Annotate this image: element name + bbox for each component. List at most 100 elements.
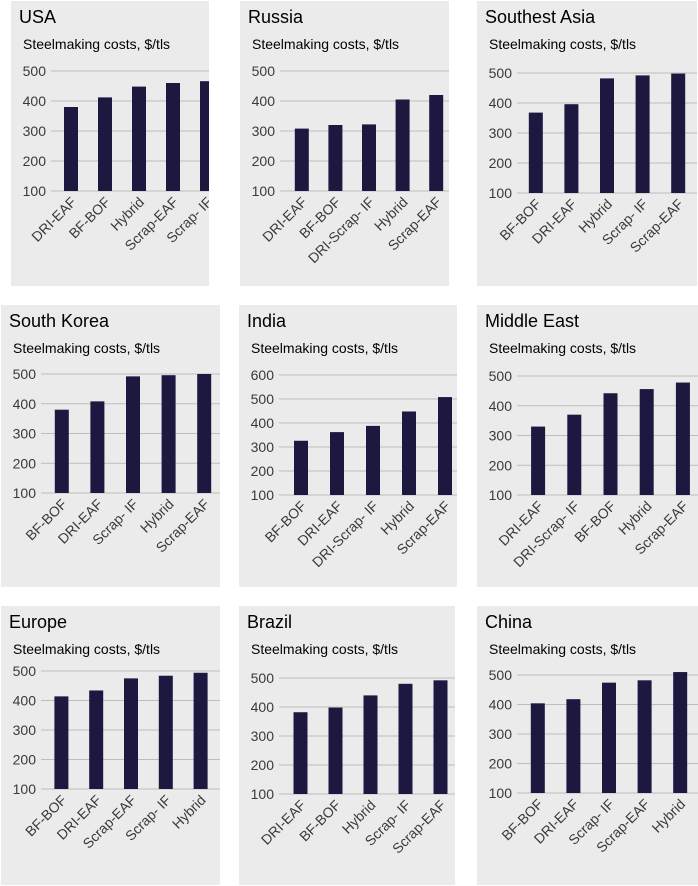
y-tick-label: 200 [489,155,513,171]
y-tick-label: 400 [489,95,513,111]
y-tick-label: 400 [251,699,275,715]
chart-panel-china: China Steelmaking costs, $/tls 100 200 300… [477,606,698,885]
bar [530,703,545,793]
chart-panel-brazil: Brazil Steelmaking costs, $/tls 100 200 30… [239,606,455,885]
bar [294,128,309,191]
y-tick-label: 500 [252,63,276,79]
y-tick-label: 200 [13,455,37,471]
y-tick-label: 400 [251,415,275,431]
y-tick-label: 400 [23,93,47,109]
bar [673,672,688,793]
bar [132,86,146,191]
y-tick-label: 300 [489,428,513,444]
bar [64,107,78,191]
chart-subtitle: Steelmaking costs, $/tls [251,641,399,657]
bar [328,125,343,191]
bar [90,401,105,493]
y-tick-label: 300 [489,125,513,141]
y-tick-label: 200 [13,752,37,768]
y-tick-label: 400 [13,693,37,709]
bar [675,382,690,495]
y-tick-label: 300 [489,726,513,742]
y-tick-label: 100 [489,487,513,503]
bar [126,376,140,493]
bar [600,78,614,193]
y-tick-label: 500 [489,368,513,384]
chart-subtitle: Steelmaking costs, $/tls [251,340,399,356]
bar [54,409,69,493]
y-tick-label: 300 [13,722,37,738]
y-tick-label: 200 [23,153,47,169]
bar [671,73,686,193]
y-tick-label: 400 [252,93,276,109]
bar-chart: 100200300400500DRI-EAFBF-BOFHybridScrap-… [251,670,455,857]
chart-panel-middle-east: Middle East Steelmaking costs, $/tls 100… [477,305,698,587]
chart-panel-south-korea: South Korea Steelmaking costs, $/tls 100… [1,305,220,587]
x-tick-label: Hybrid [648,796,688,836]
region-title: Russia [248,7,304,27]
bar [89,690,104,789]
y-tick-label: 100 [252,183,276,199]
bar-chart: 100200300400500DRI-EAFBF-BOFHybridScrap-… [23,63,209,254]
chart-panel-europe: Europe Steelmaking costs, $/tls 100 200 30… [1,606,220,885]
region-title: USA [19,7,57,27]
bar [54,696,69,789]
y-tick-label: 500 [23,63,47,79]
bar [362,124,376,191]
y-tick-label: 300 [251,728,275,744]
y-tick-label: 500 [13,663,37,679]
region-title: Middle East [485,311,580,331]
bar [193,672,208,789]
bar [395,99,410,191]
bar-chart: 100200300400500BF-BOFDRI-EAFScrap-EAFScr… [13,663,220,852]
region-title: India [247,311,287,331]
bar [293,712,308,794]
bar [637,680,652,793]
bar [294,440,308,495]
bar [566,699,581,793]
y-tick-label: 500 [489,65,513,81]
bar [328,707,343,794]
chart-panel-russia: Russia Steelmaking costs, $/tls 100 200 30… [240,1,449,286]
region-title: Brazil [247,612,293,632]
y-tick-label: 500 [13,366,37,382]
y-tick-label: 500 [251,670,275,686]
bar [166,83,180,191]
x-tick-label: Hybrid [169,792,209,832]
bar [531,426,546,495]
bar [398,683,413,794]
y-tick-label: 100 [23,183,47,199]
chart-subtitle: Steelmaking costs, $/tls [13,340,161,356]
y-tick-label: 400 [489,697,513,713]
y-tick-label: 400 [489,398,513,414]
region-title: Europe [9,612,68,632]
chart-panel-india: India Steelmaking costs, $/tls 100 200 300… [239,305,457,587]
y-tick-label: 100 [251,487,275,503]
region-title: South Korea [9,311,110,331]
y-tick-label: 100 [489,185,513,201]
bar [98,97,112,191]
bar [197,374,212,493]
y-tick-label: 300 [251,439,275,455]
chart-subtitle: Steelmaking costs, $/tls [23,36,171,52]
y-tick-label: 200 [252,153,276,169]
bar-chart: 100200300400500600BF-BOFDRI-EAFDRI-Scrap… [251,367,457,570]
bar [366,425,380,495]
chart-subtitle: Steelmaking costs, $/tls [489,36,637,52]
y-tick-label: 500 [489,667,513,683]
y-tick-label: 100 [13,781,37,797]
bar [433,680,448,794]
y-tick-label: 300 [252,123,276,139]
region-title: China [485,612,533,632]
bar [528,112,543,193]
x-tick-label: DRI-EAF [258,797,309,848]
y-tick-label: 200 [251,757,275,773]
y-tick-label: 100 [489,785,513,801]
y-tick-label: 500 [251,391,275,407]
bar [429,95,444,191]
y-tick-label: 600 [251,367,275,383]
